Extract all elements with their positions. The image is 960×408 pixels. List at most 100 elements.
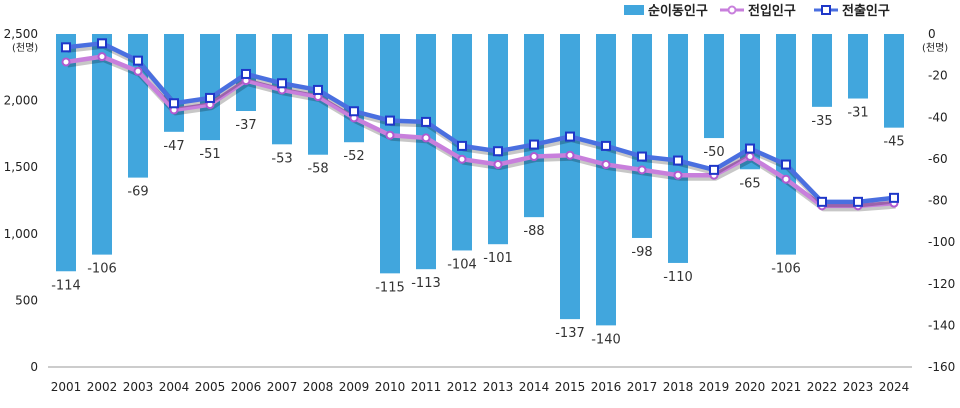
x-tick-label: 2001 [51, 380, 82, 394]
out-migration-point-2017 [637, 151, 647, 162]
out-migration-point-2011 [421, 116, 431, 127]
legend-label-net-migration: 순이동인구 [648, 3, 708, 19]
out-migration-point-2004 [169, 98, 179, 109]
out-migration-point-2020 [745, 143, 755, 154]
bar-2013 [488, 34, 508, 245]
bar-value-label-2017: -98 [631, 245, 652, 260]
out-migration-point-2006 [241, 68, 251, 79]
bar-value-label-2016: -140 [591, 332, 621, 347]
left-tick-label: 2,500 [4, 27, 38, 41]
x-tick-label: 2016 [591, 380, 622, 394]
x-tick-label: 2022 [807, 380, 838, 394]
out-migration-point-2007 [277, 78, 287, 89]
bar-value-label-2012: -104 [447, 257, 477, 272]
x-tick-label: 2012 [447, 380, 478, 394]
in-migration-point-2016 [601, 160, 611, 170]
in-migration-point-2017 [637, 165, 647, 175]
bar-value-label-2013: -101 [483, 251, 513, 266]
legend-label-in-migration: 전입인구 [748, 3, 796, 19]
in-migration-point-2020 [745, 152, 755, 162]
x-tick-label: 2002 [87, 380, 118, 394]
right-tick-label: -120 [928, 277, 955, 291]
out-migration-point-2008 [313, 84, 323, 95]
left-tick-label: 1,500 [4, 160, 38, 174]
out-migration-point-2009 [349, 106, 359, 117]
x-tick-label: 2006 [231, 380, 262, 394]
bar-2005 [200, 34, 220, 141]
bar-2015 [560, 34, 580, 320]
bar-2010 [380, 34, 400, 274]
left-axis: (천명) 0 500 1,000 1,500 2,000 2,500 [4, 27, 39, 374]
bar-2014 [524, 34, 544, 218]
bar-2020 [740, 34, 760, 170]
x-tick-label: 2021 [771, 380, 802, 394]
out-migration-point-2001 [61, 42, 71, 53]
line-series [61, 38, 899, 212]
x-tick-label: 2023 [843, 380, 874, 394]
x-tick-label: 2005 [195, 380, 226, 394]
bar-2023 [848, 34, 868, 99]
net-migration-labels: -114 -106 -69 -47 -51 -37 -53 -58 -52 -115 -113 -10… [51, 106, 904, 348]
bar-value-label-2021: -106 [771, 262, 801, 277]
left-tick-label: 1,000 [4, 227, 38, 241]
bar-2002 [92, 34, 112, 255]
out-migration-line [65, 41, 895, 205]
x-tick-label: 2007 [267, 380, 298, 394]
bar-value-label-2010: -115 [375, 280, 405, 295]
in-migration-point-2015 [565, 150, 575, 160]
bar-value-label-2015: -137 [555, 326, 585, 341]
bar-value-label-2002: -106 [87, 262, 117, 277]
bar-value-label-2007: -53 [271, 151, 292, 166]
bar-value-label-2018: -110 [663, 270, 693, 285]
out-migration-point-2021 [781, 159, 791, 170]
bar-value-label-2003: -69 [127, 185, 148, 200]
out-migration-point-2016 [601, 140, 611, 151]
out-migration-point-2010 [385, 115, 395, 126]
x-tick-label: 2019 [699, 380, 730, 394]
x-tick-label: 2020 [735, 380, 766, 394]
out-migration-point-2015 [565, 131, 575, 142]
bar-value-label-2011: -113 [411, 276, 441, 291]
out-migration-point-2019 [709, 164, 719, 175]
bar-value-label-2022: -35 [811, 114, 832, 129]
bar-value-label-2009: -52 [343, 149, 364, 164]
bar-2017 [632, 34, 652, 238]
bar-2019 [704, 34, 724, 139]
x-tick-label: 2010 [375, 380, 406, 394]
legend-label-out-migration: 전출인구 [842, 3, 890, 19]
x-axis-ticks: 2001 2002 2003 2004 2005 2006 2007 2008 2009 2010… [51, 380, 910, 394]
in-migration-point-2012 [457, 154, 467, 164]
left-tick-label: 500 [15, 293, 38, 307]
in-migration-point-2014 [529, 152, 539, 162]
in-migration-point-2013 [493, 160, 503, 170]
bar-value-label-2001: -114 [51, 278, 81, 293]
x-tick-label: 2017 [627, 380, 658, 394]
bar-2016 [596, 34, 616, 326]
x-tick-label: 2013 [483, 380, 514, 394]
legend: 순이동인구 전입인구 전출인구 [624, 3, 890, 19]
left-tick-label: 2,000 [4, 94, 38, 108]
bar-value-label-2004: -47 [163, 139, 184, 154]
bar-2001 [56, 34, 76, 272]
in-migration-point-2001 [61, 57, 71, 67]
right-tick-label: -40 [928, 110, 948, 124]
right-tick-label: -20 [928, 69, 948, 83]
right-tick-label: -80 [928, 194, 948, 208]
bar-value-label-2024: -45 [883, 135, 904, 150]
bar-value-label-2014: -88 [523, 224, 544, 239]
x-tick-label: 2008 [303, 380, 334, 394]
bar-value-label-2006: -37 [235, 118, 256, 133]
x-tick-label: 2011 [411, 380, 442, 394]
net-migration-bars [56, 34, 904, 326]
line-shadow-1 [67, 56, 896, 212]
bar-value-label-2020: -65 [739, 176, 760, 191]
out-migration-point-2003 [133, 55, 143, 66]
bar-value-label-2005: -51 [199, 147, 220, 162]
in-migration-point-2003 [133, 66, 143, 76]
out-migration-point-2012 [457, 140, 467, 151]
bar-2018 [668, 34, 688, 263]
x-tick-label: 2003 [123, 380, 154, 394]
bar-2021 [776, 34, 796, 255]
legend-marker-out-migration [821, 5, 831, 15]
